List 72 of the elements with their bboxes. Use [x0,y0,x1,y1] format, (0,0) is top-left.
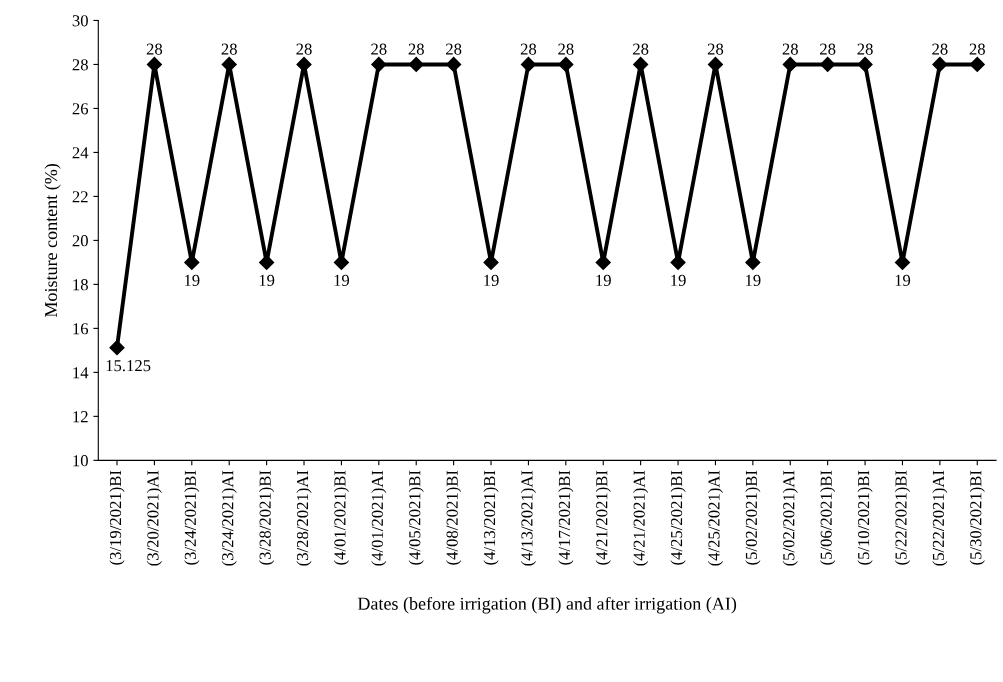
y-tick-label: 24 [72,147,89,159]
x-tick-label: (5/02/2021)AI [782,470,798,566]
x-tick-label: (4/17/2021)BI [558,470,574,565]
point [371,56,387,73]
point [857,56,873,73]
data-label: 28 [932,43,948,55]
x-tick-label: (5/22/2021)BI [894,470,911,565]
x-tick-label: (4/13/2021)AI [520,470,536,566]
data-label: 19 [596,274,611,287]
point [969,56,985,73]
y-tick-label: 22 [72,191,88,203]
x-tick-label: (3/19/2021)BI [109,470,125,565]
data-label: 28 [857,43,873,55]
y-tick-label: 20 [72,235,88,247]
x-tick-label: (4/13/2021)BI [483,470,499,565]
point [520,56,537,73]
data-label: 15.125 [106,360,151,372]
x-tick-label: (5/10/2021)BI [857,470,873,565]
data-label: 19 [895,274,911,287]
x-tick-label: (5/06/2021)BI [820,470,836,565]
x-tick-label: (4/25/2021)BI [670,470,686,565]
y-tick-label: 28 [72,59,88,71]
x-tick-label: (4/08/2021)BI [446,470,462,565]
data-label: 28 [408,43,424,55]
data-label: 19 [484,274,499,287]
x-tick-label: (4/21/2021)BI [595,470,611,565]
data-label: 28 [296,43,312,55]
x-tick-label: (4/01/2021)AI [371,470,387,566]
x-tick-label: (3/28/2021)BI [259,470,275,565]
x-tick-label: (3/24/2021)AI [221,470,237,566]
point [109,340,125,356]
point [932,56,948,73]
data-label: 19 [184,274,200,287]
data-label: 28 [146,43,163,55]
x-tick-label: (5/30/2021)BI [969,470,985,565]
x-tick-label: (4/21/2021)AI [633,470,649,566]
y-tick-label: 26 [72,103,89,115]
data-label: 28 [520,43,537,55]
data-label: 19 [745,274,761,287]
y-tick-label: 14 [73,367,89,379]
y-tick-label: 30 [72,15,88,27]
data-label: 19 [334,274,350,287]
point [782,56,798,73]
data-label: 28 [371,43,387,55]
x-tick-label: (5/22/2021)AI [932,470,948,566]
point [408,56,424,73]
x-tick-label: (3/20/2021)AI [146,470,162,566]
y-tick-label: 12 [73,411,88,423]
data-label: 28 [820,43,836,55]
x-axis-title: Dates (before irrigation (BI) and after irrigation (AI) [357,596,737,614]
y-tick-label: 18 [73,279,88,291]
data-label: 28 [782,43,798,55]
point [446,56,462,73]
x-tick-label: (4/05/2021)BI [408,470,424,565]
x-tick-label: (4/01/2021)BI [333,470,349,565]
x-tick-label: (3/28/2021)AI [296,470,312,566]
data-label: 19 [671,274,686,287]
x-tick-label: (5/02/2021)BI [745,470,761,565]
y-axis-title: Moisture content (%) [44,163,61,318]
data-label: 28 [707,43,724,55]
data-label: 28 [558,43,574,55]
data-label: 28 [969,43,985,55]
point [820,56,836,73]
data-label: 28 [221,43,237,55]
data-label: 28 [633,43,649,55]
x-tick-label: (4/25/2021)AI [707,470,724,566]
point [558,56,574,73]
data-label: 28 [446,43,462,55]
x-tick-label: (3/24/2021)BI [184,470,200,565]
y-tick-label: 10 [73,455,88,467]
y-tick-label: 16 [73,323,89,335]
data-label: 19 [259,274,275,287]
